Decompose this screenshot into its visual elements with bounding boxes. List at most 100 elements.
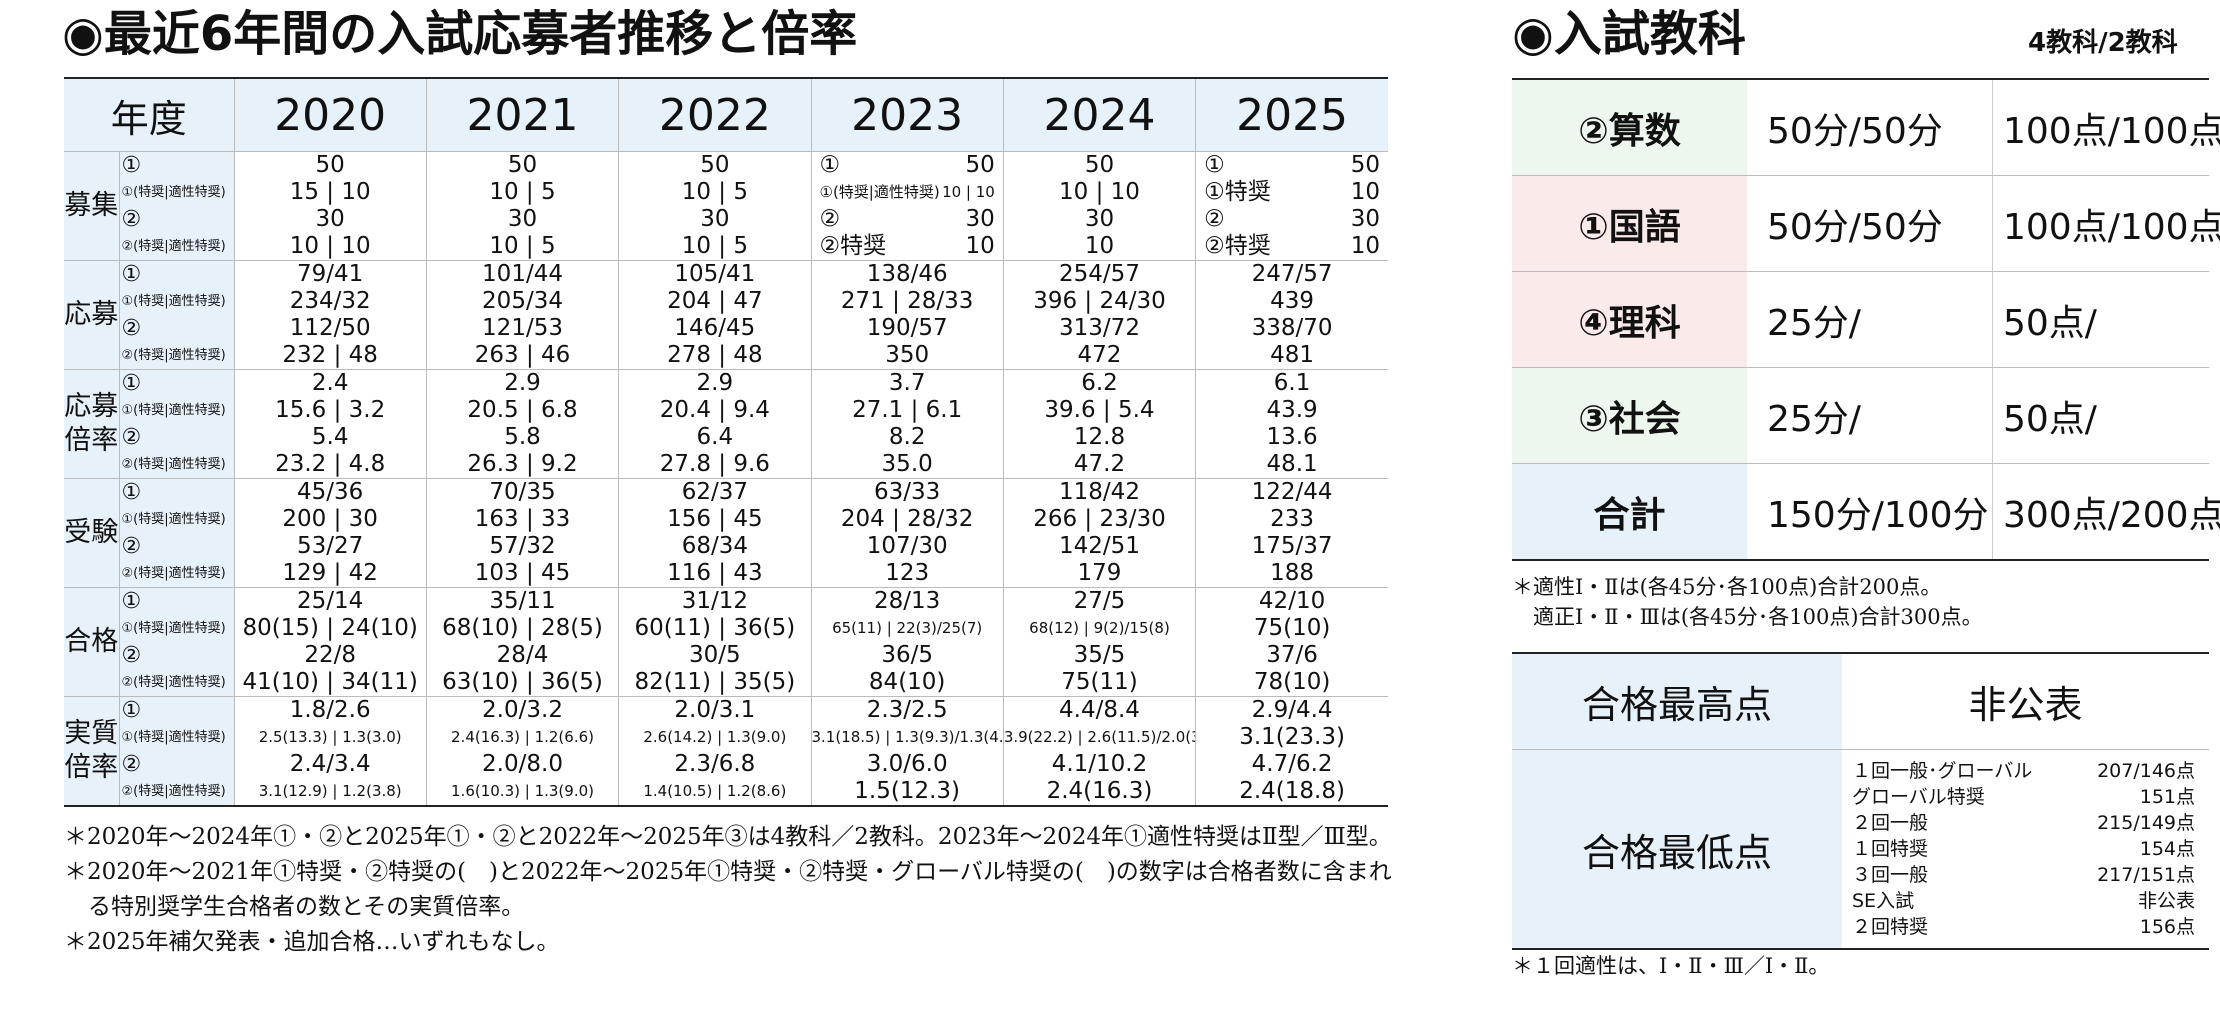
value-line: 2.4(16.3) | 1.2(6.6) xyxy=(451,728,594,746)
subject-name: ②算数 xyxy=(1512,79,1747,176)
value-line: 2.3/2.5 xyxy=(866,697,948,723)
value-key: ② xyxy=(819,206,841,232)
row-key: ② xyxy=(121,534,142,559)
admission-row: 募集 ① ①(特奨|適性特奨) ② ②(特奨|適性特奨) 50 15 | 10 30 10 | … xyxy=(64,151,1388,261)
year-header: 2022 xyxy=(618,78,812,152)
value-line: 313/72 xyxy=(1059,315,1140,341)
value-cell: 25/14 80(15) | 24(10) 22/8 41(10) | 34(11) xyxy=(234,587,427,697)
value-line: ② 30 xyxy=(1196,206,1388,233)
min-score-item-name: ３回一般 xyxy=(1852,864,1929,886)
value-key: ①特奨 xyxy=(1204,179,1271,205)
min-score-item: SE入試 非公表 xyxy=(1852,888,2195,914)
value-line: 232 | 48 xyxy=(282,342,378,368)
year-header: 2025 xyxy=(1195,78,1388,152)
row-label: 合格 xyxy=(64,587,120,697)
value-line: 10 | 10 xyxy=(1059,179,1140,205)
value-cell: 42/10 75(10) 37/6 78(10) xyxy=(1195,587,1388,697)
row-key: ①(特奨|適性特奨) xyxy=(121,730,226,745)
subject-points: 100点/100点 xyxy=(1992,175,2220,272)
value-line: 6.2 xyxy=(1081,370,1118,396)
value-cell: 6.1 43.9 13.6 48.1 xyxy=(1195,369,1388,479)
value-line: 5.8 xyxy=(504,424,541,450)
value-line: 28/4 xyxy=(496,642,549,668)
value-line: ①特奨 10 xyxy=(1196,179,1388,206)
value-line: 338/70 xyxy=(1251,315,1333,341)
value-cell: 31/12 60(11) | 36(5) 30/5 82(11) | 35(5) xyxy=(618,587,812,697)
value-line: 68(10) | 28(5) xyxy=(442,615,603,641)
year-header-row: 年度 2020 2021 2022 2023 2024 2025 xyxy=(64,78,1388,152)
subject-name: ③社会 xyxy=(1512,367,1747,464)
max-score-label: 合格最高点 xyxy=(1512,653,1842,750)
value-line: 28/13 xyxy=(874,588,941,614)
row-key: ②(特奨|適性特奨) xyxy=(121,239,226,254)
value-line: 35.0 xyxy=(881,451,933,477)
value-number: 10 xyxy=(1350,179,1380,205)
value-line: 278 | 48 xyxy=(667,342,763,368)
value-line: 2.6(14.2) | 1.3(9.0) xyxy=(643,728,787,746)
row-key: ①(特奨|適性特奨) xyxy=(121,403,226,418)
passing-score-table: 合格最高点 非公表 合格最低点 １回一般･グローバル 207/146点 グローバル… xyxy=(1512,652,2209,950)
value-number: 10 xyxy=(1350,233,1380,259)
value-cell: 27/5 68(12) | 9(2)/15(8) 35/5 75(11) xyxy=(1003,587,1197,697)
value-cell: 2.9/4.4 3.1(23.3) 4.7/6.2 2.4(18.8) xyxy=(1195,696,1388,807)
value-line: 6.4 xyxy=(696,424,734,450)
value-line: 266 | 23/30 xyxy=(1033,506,1166,532)
value-line: 175/37 xyxy=(1251,533,1333,559)
row-label: 募集 xyxy=(64,151,120,261)
value-line: 15 | 10 xyxy=(289,179,371,205)
row-key: ② xyxy=(121,643,142,668)
row-keys: ① ①(特奨|適性特奨) ② ②(特奨|適性特奨) xyxy=(119,260,235,370)
value-line: 50 xyxy=(315,152,345,178)
row-key: ① xyxy=(121,589,142,614)
value-line: 204 | 28/32 xyxy=(840,506,974,532)
value-line: 233 xyxy=(1270,506,1315,532)
value-line: 10 | 10 xyxy=(289,233,371,259)
value-line: 271 | 28/33 xyxy=(840,288,974,314)
value-line: 79/41 xyxy=(297,261,364,287)
subject-name: ①国語 xyxy=(1512,175,1747,272)
value-cell: 63/33 204 | 28/32 107/30 123 xyxy=(811,478,1004,588)
min-score-item-name: ２回特奨 xyxy=(1852,916,1929,938)
value-line: 41(10) | 34(11) xyxy=(242,669,418,695)
score-note: ＊１回適性は、Ⅰ・Ⅱ・Ⅲ／Ⅰ・Ⅱ。 xyxy=(1512,954,1830,978)
value-cell: 50 15 | 10 30 10 | 10 xyxy=(234,151,427,261)
value-cell: 35/11 68(10) | 28(5) 28/4 63(10) | 36(5) xyxy=(426,587,620,697)
value-line: 146/45 xyxy=(674,315,756,341)
value-line: 234/32 xyxy=(289,288,371,314)
exam-subjects-table: ②算数 50分/50分 100点/100点 ①国語 50分/50分 100点/1… xyxy=(1512,78,2220,561)
value-cell: 122/44 233 175/37 188 xyxy=(1195,478,1388,588)
subject-time: 50分/50分 xyxy=(1747,79,1993,176)
value-line: 75(10) xyxy=(1253,615,1331,641)
value-cell: 2.0/3.2 2.4(16.3) | 1.2(6.6) 2.0/8.0 1.6(10… xyxy=(426,696,620,807)
value-line: 1.6(10.3) | 1.3(9.0) xyxy=(451,782,594,800)
value-line: 118/42 xyxy=(1059,479,1140,505)
value-line: ② 30 xyxy=(812,206,1003,233)
value-cell: 101/44 205/34 121/53 263 | 46 xyxy=(426,260,620,370)
value-line: 396 | 24/30 xyxy=(1033,288,1166,314)
value-line: 47.2 xyxy=(1073,451,1126,477)
value-line: 200 | 30 xyxy=(282,506,378,532)
value-line: 3.1(23.3) xyxy=(1239,724,1345,750)
value-cell: 138/46 271 | 28/33 190/57 350 xyxy=(811,260,1004,370)
value-line: 10 xyxy=(1084,233,1115,259)
value-key: ②特奨 xyxy=(1204,233,1271,259)
value-cell: 1.8/2.6 2.5(13.3) | 1.3(3.0) 2.4/3.4 3.1(12… xyxy=(234,696,427,807)
value-line: 68(12) | 9(2)/15(8) xyxy=(1029,619,1170,637)
row-keys: ① ①(特奨|適性特奨) ② ②(特奨|適性特奨) xyxy=(119,151,235,261)
value-line: 439 xyxy=(1270,288,1315,314)
value-cell: 2.3/2.5 3.1(18.5) | 1.3(9.3)/1.3(4.6) 3.0/… xyxy=(811,696,1004,807)
value-line: 48.1 xyxy=(1266,451,1318,477)
value-line: 12.8 xyxy=(1073,424,1126,450)
min-score-item: ３回一般 217/151点 xyxy=(1852,862,2195,888)
value-line: 3.0/6.0 xyxy=(866,751,948,777)
year-header-corner: 年度 xyxy=(64,78,235,152)
min-score-item-value: 156点 xyxy=(2139,916,2195,938)
subject-points: 50点/ xyxy=(1992,367,2209,464)
min-score-row: 合格最低点 １回一般･グローバル 207/146点 グローバル特奨 151点 ２回一… xyxy=(1512,749,2209,950)
value-line: 84(10) xyxy=(868,669,946,695)
row-key: ②(特奨|適性特奨) xyxy=(121,348,226,363)
min-score-item-name: SE入試 xyxy=(1852,890,1915,912)
value-line: ① 50 xyxy=(812,152,1003,179)
value-line: 3.9(22.2) | 2.6(11.5)/2.0(3.8) xyxy=(1003,728,1195,746)
row-keys: ① ①(特奨|適性特奨) ② ②(特奨|適性特奨) xyxy=(119,696,235,807)
